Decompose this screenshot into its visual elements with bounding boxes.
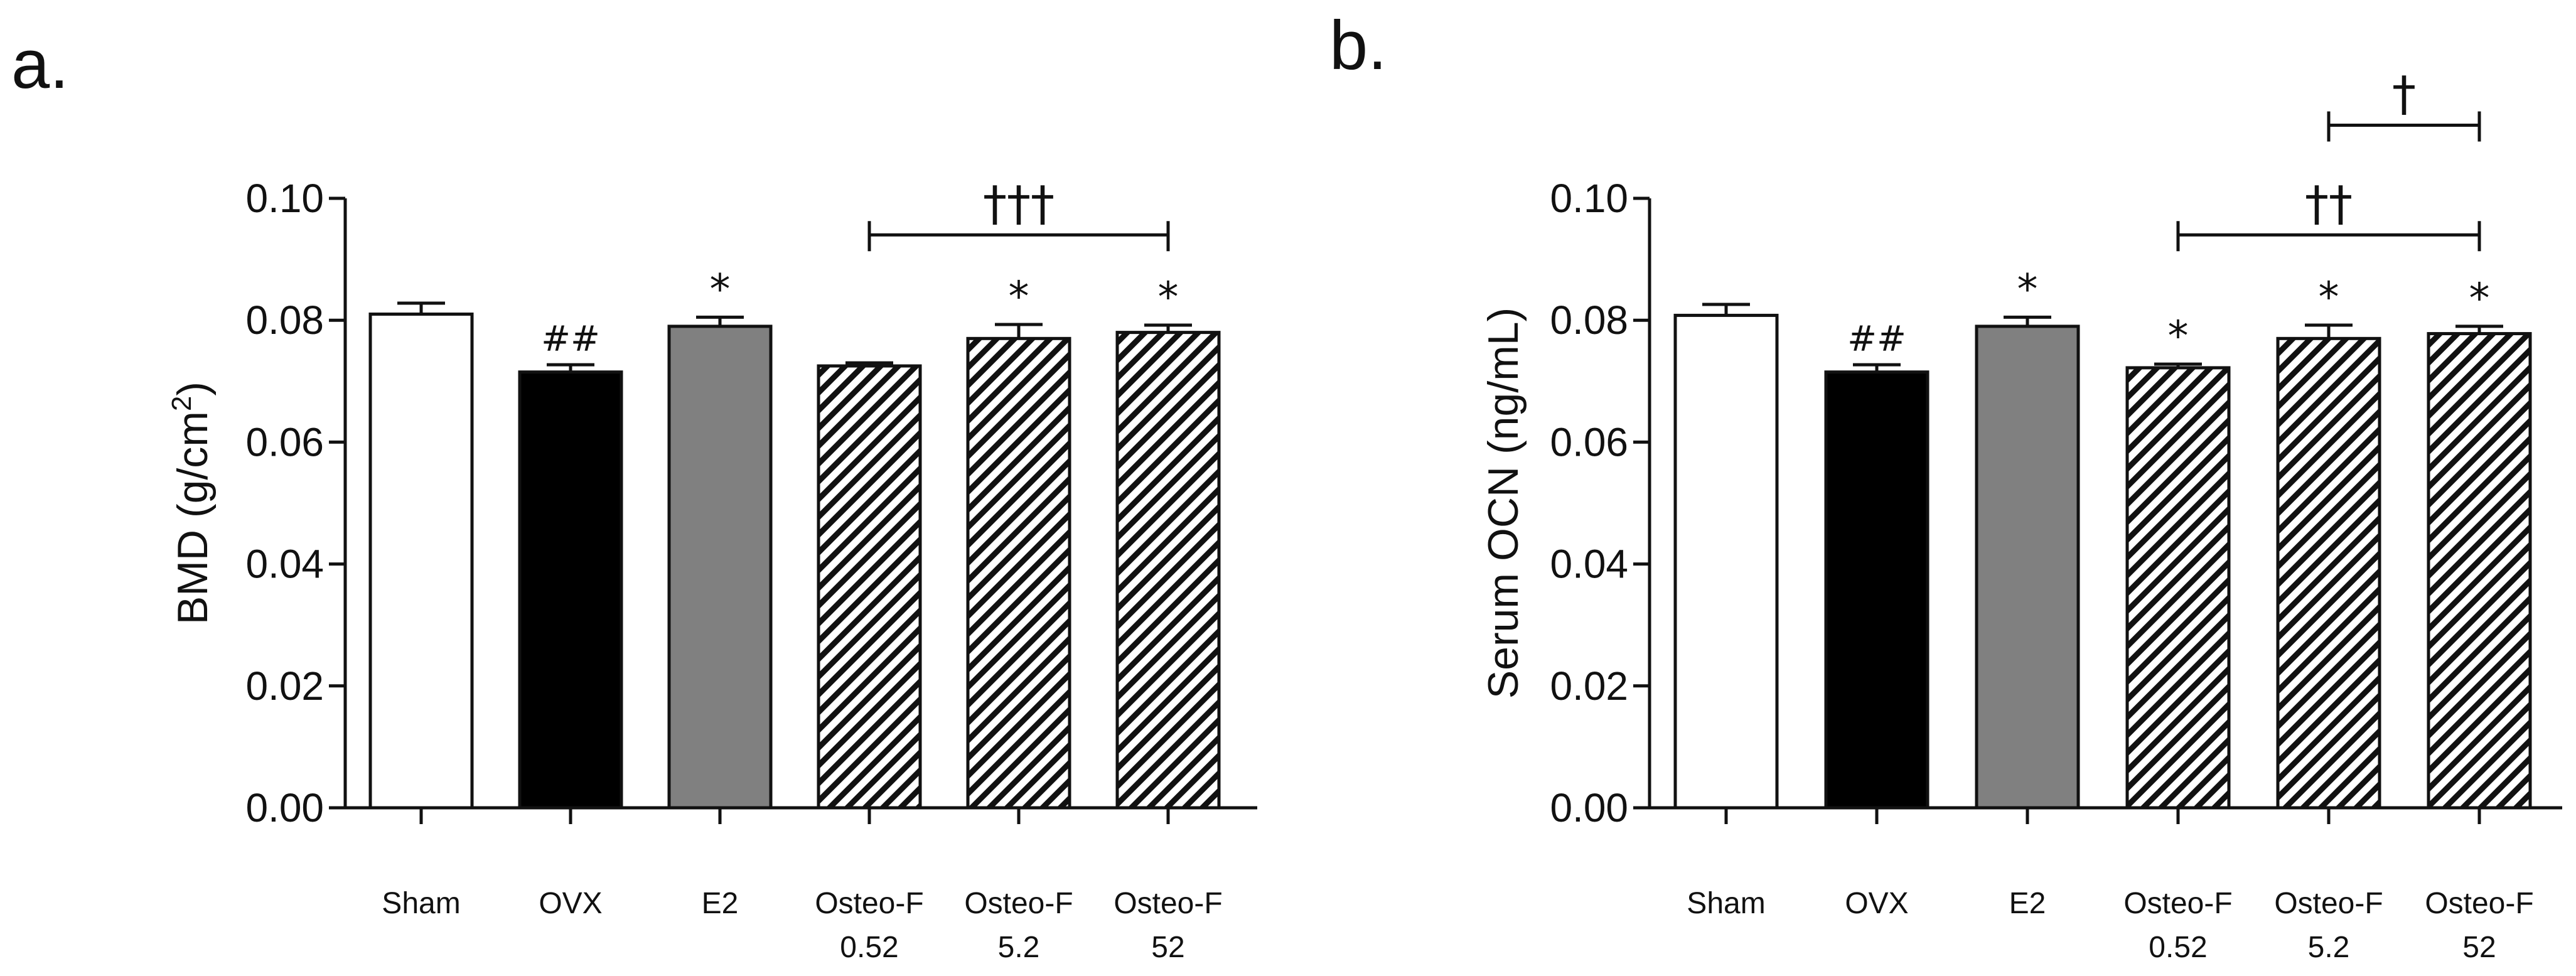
y-axis-title-main: BMD (g/cm (169, 411, 217, 625)
bar (667, 324, 773, 810)
significance-mark: * (2017, 265, 2038, 313)
category-label: Osteo-F (964, 887, 1073, 920)
bar (2427, 332, 2532, 810)
category-label-line2: 5.2 (2308, 931, 2350, 964)
bar (1115, 331, 1221, 810)
category-label: E2 (702, 887, 739, 920)
panel-label: b. (1329, 7, 1387, 84)
significance-mark: ## (541, 319, 600, 360)
panel-b-ocn-chart: b. 0.00 0.02 0.04 0.06 0.08 0.10 Serum OCN (ng/… (1329, 7, 2562, 964)
bracket-label: †† (2305, 175, 2353, 231)
y-axis-title-superscript: 2 (166, 396, 197, 411)
y-tick-label: 0.04 (1550, 542, 1628, 587)
significance-mark: * (1158, 273, 1179, 321)
bracket-label: ††† (983, 175, 1055, 231)
bar (2125, 366, 2231, 810)
category-label-line2: 52 (2462, 931, 2496, 964)
category-label: Osteo-F (815, 887, 923, 920)
category-label: Sham (1687, 887, 1765, 920)
y-tick-label: 0.00 (245, 785, 324, 830)
y-tick-label: 0.02 (1550, 663, 1628, 709)
category-label: Osteo-F (1114, 887, 1222, 920)
y-tick-label: 0.00 (1550, 785, 1628, 830)
significance-mark: * (2469, 274, 2490, 323)
significance-mark: * (2319, 273, 2339, 321)
y-axis-title: Serum OCN (ng/mL) (1479, 308, 1527, 699)
category-label: Osteo-F (2123, 887, 2232, 920)
category-label: OVX (539, 887, 602, 920)
y-tick-label: 0.08 (1550, 298, 1628, 343)
significance-mark: * (1009, 272, 1029, 321)
category-label: Sham (382, 887, 460, 920)
category-label: OVX (1845, 887, 1908, 920)
bar (368, 312, 474, 810)
y-tick-label: 0.06 (245, 419, 324, 464)
bar (2276, 336, 2381, 810)
bar (1824, 370, 1929, 810)
y-tick-label: 0.06 (1550, 419, 1628, 464)
bar (966, 336, 1071, 810)
bar (1673, 313, 1779, 810)
y-tick-label: 0.08 (245, 298, 324, 343)
y-tick-label: 0.10 (245, 176, 324, 221)
category-label-line2: 52 (1151, 931, 1184, 964)
bar (1975, 324, 2080, 810)
category-label: Osteo-F (2274, 887, 2383, 920)
y-axis-title-end: ) (169, 382, 217, 396)
y-tick-label: 0.10 (1550, 176, 1628, 221)
category-label-line2: 0.52 (840, 931, 898, 964)
bracket-label: † (2392, 65, 2416, 121)
category-label: E2 (2009, 887, 2046, 920)
significance-mark: * (710, 265, 731, 313)
significance-mark: ## (1847, 319, 1906, 360)
category-label-line2: 0.52 (2149, 931, 2207, 964)
y-tick-label: 0.04 (245, 542, 324, 587)
y-axis-title-main: Serum OCN (ng/mL) (1479, 308, 1527, 699)
panel-a-bmd-chart: a. 0.00 0.02 0.04 0.06 0.08 0.10 BMD (g/cm2) Sha… (11, 26, 1257, 964)
panel-label: a. (11, 26, 69, 103)
bar (817, 364, 922, 810)
y-axis-title: BMD (g/cm2) (166, 382, 217, 625)
significance-mark: * (2168, 312, 2189, 360)
category-label: Osteo-F (2425, 887, 2533, 920)
y-tick-label: 0.02 (245, 663, 324, 709)
category-label-line2: 5.2 (998, 931, 1040, 964)
bar (518, 370, 623, 810)
